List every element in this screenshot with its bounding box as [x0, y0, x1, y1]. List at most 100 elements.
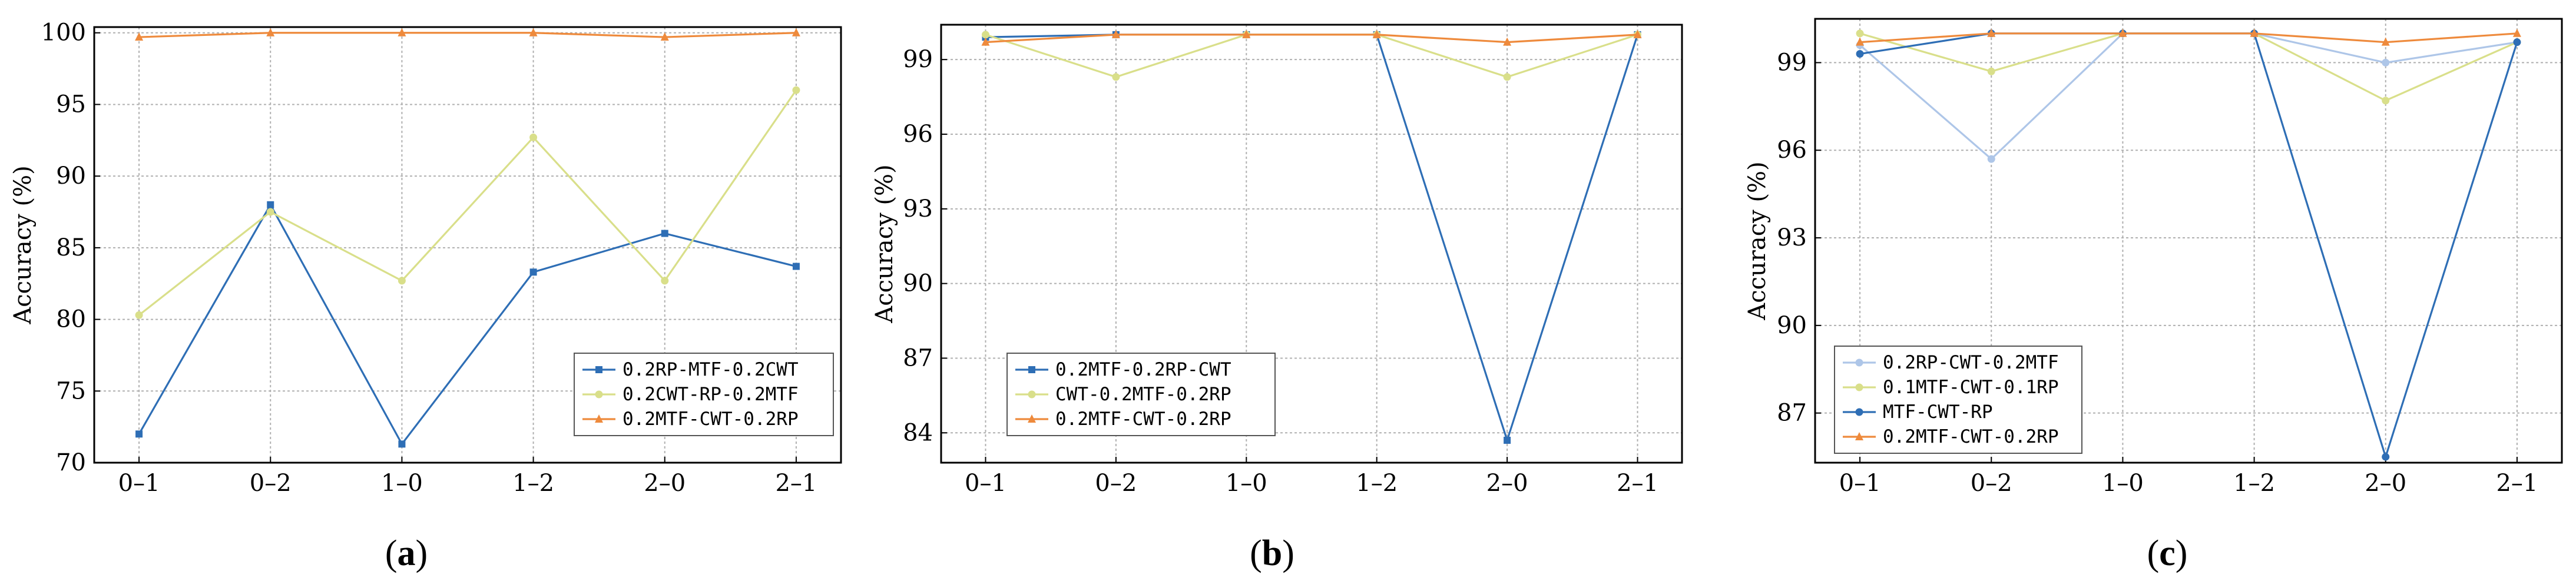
x-tick-label: 2–0	[644, 470, 686, 497]
legend-label: 0.2MTF-CWT-0.2RP	[623, 409, 799, 430]
data-point	[2381, 37, 2390, 46]
x-tick-label: 2–1	[1617, 470, 1658, 497]
y-tick-label: 87	[903, 344, 933, 371]
series-line	[139, 32, 796, 38]
data-point	[2512, 28, 2521, 37]
y-tick-label: 90	[903, 270, 933, 297]
y-tick-label: 84	[903, 419, 933, 446]
y-tick-label: 90	[56, 162, 86, 190]
y-tick-label: 70	[56, 449, 86, 476]
data-point	[792, 86, 800, 94]
x-tick-label: 0–2	[1971, 470, 2012, 497]
plot-frame	[93, 26, 842, 464]
y-tick-label: 95	[56, 91, 86, 118]
x-tick-label: 1–2	[2233, 470, 2275, 497]
legend-marker	[1028, 366, 1035, 373]
data-point	[266, 28, 275, 36]
legend-marker	[1028, 390, 1036, 399]
series-1	[135, 86, 800, 319]
panel-caption: (b)	[1250, 533, 1294, 573]
legend-marker	[1855, 358, 1863, 367]
x-tick-label: 2–1	[775, 470, 817, 497]
legend-marker	[1855, 408, 1863, 416]
series-1	[1856, 29, 2521, 105]
y-tick-label: 87	[1777, 400, 1807, 427]
x-tick-label: 2–0	[2365, 470, 2406, 497]
data-point	[2382, 97, 2390, 105]
data-point	[792, 263, 800, 270]
data-point	[1987, 155, 1995, 163]
series-line	[985, 34, 1638, 44]
legend-marker	[1028, 414, 1036, 423]
series-line	[138, 202, 797, 446]
data-point	[529, 28, 538, 36]
data-point	[135, 32, 144, 41]
data-point	[660, 32, 669, 41]
caption-paren-close: )	[1282, 533, 1294, 573]
legend-label: 0.2MTF-0.2RP-CWT	[1055, 359, 1231, 380]
plot-frame	[940, 24, 1683, 464]
x-tick-label: 2–1	[2496, 470, 2538, 497]
panel-caption: (a)	[385, 533, 428, 573]
y-tick-label: 99	[1777, 49, 1807, 76]
y-tick-label: 75	[56, 377, 86, 404]
data-point	[135, 311, 143, 319]
data-point	[792, 28, 800, 36]
legend-label: 0.2CWT-RP-0.2MTF	[623, 384, 799, 405]
chart-panel-a: 0–1 0–2 1–0 1–2 2–0 2–1 70 75 80 85 90 95 100 Accurac…	[9, 19, 842, 573]
y-tick-label: 96	[1777, 137, 1807, 164]
y-tick-label: 90	[1777, 312, 1807, 339]
y-tick-label: 100	[41, 19, 86, 47]
data-point	[398, 440, 406, 448]
y-tick-label: 93	[1777, 224, 1807, 251]
series-line	[1859, 32, 2518, 161]
data-point	[2118, 28, 2127, 37]
caption-paren-close: )	[416, 533, 428, 573]
data-point	[1504, 436, 1511, 444]
legend: 0.2RP-MTF-0.2CWT 0.2CWT-RP-0.2MTF 0.2MTF-C…	[574, 353, 834, 436]
data-point	[529, 133, 538, 141]
legend: 0.2RP-CWT-0.2MTF 0.1MTF-CWT-0.1RP MTF-CWT-…	[1834, 346, 2082, 454]
caption-paren-close: )	[2176, 533, 2188, 573]
y-axis-label: Accuracy (%)	[871, 164, 898, 323]
data-point	[2382, 453, 2390, 461]
data-point	[1856, 50, 1864, 58]
data-point	[981, 37, 990, 46]
data-point	[1987, 67, 1995, 75]
caption-letter: c	[2159, 533, 2176, 573]
data-point	[981, 31, 989, 39]
panel-caption: (c)	[2147, 533, 2188, 573]
x-tick-label: 0–1	[965, 470, 1006, 497]
x-tick-label: 0–1	[1839, 470, 1881, 497]
data-point	[398, 277, 406, 285]
x-tick-label: 0–2	[1095, 470, 1137, 497]
chart-panel-b: 0–1 0–2 1–0 1–2 2–0 2–1 84 87 90 93 96 99 Accuracy (…	[871, 24, 1683, 573]
series-line	[138, 89, 797, 316]
x-tick-label: 1–0	[2102, 470, 2144, 497]
x-tick-label: 2–0	[1486, 470, 1528, 497]
plot-frame	[1814, 18, 2563, 464]
series-0	[135, 201, 800, 448]
y-axis-label: Accuracy (%)	[9, 165, 37, 324]
legend-box	[1834, 346, 2082, 454]
legend-label: 0.2RP-MTF-0.2CWT	[623, 359, 799, 380]
legend-marker	[1855, 432, 1863, 440]
data-point	[1987, 28, 1996, 37]
data-point	[1856, 37, 1865, 46]
y-tick-label: 93	[903, 195, 933, 223]
legend-box	[574, 353, 834, 436]
data-point	[135, 430, 143, 438]
y-tick-label: 80	[56, 306, 86, 333]
caption-paren-open: (	[1250, 533, 1262, 573]
chart-panel-c: 0–1 0–2 1–0 1–2 2–0 2–1 87 90 93 96 99 Accuracy (%)…	[1744, 18, 2563, 573]
data-point	[1633, 29, 1642, 38]
x-tick-label: 1–2	[512, 470, 554, 497]
series-0	[1856, 29, 2521, 163]
caption-paren-open: (	[385, 533, 398, 573]
data-point	[1242, 29, 1251, 38]
data-point	[1503, 73, 1511, 81]
series-line	[1859, 32, 2518, 102]
legend: 0.2MTF-0.2RP-CWT CWT-0.2MTF-0.2RP 0.2MTF-C…	[1006, 353, 1276, 436]
caption-letter: a	[398, 533, 416, 573]
